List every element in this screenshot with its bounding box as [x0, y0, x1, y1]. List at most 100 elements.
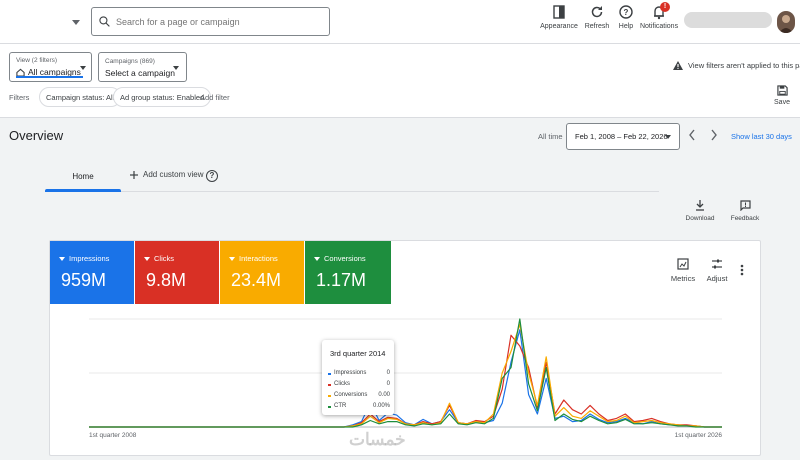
- page-title: Overview: [9, 128, 64, 143]
- avatar[interactable]: [777, 11, 795, 33]
- save-label: Save: [774, 99, 790, 106]
- tab-home[interactable]: Home: [72, 172, 94, 181]
- home-icon: [16, 68, 25, 77]
- appearance-button[interactable]: Appearance: [540, 4, 578, 40]
- search-box[interactable]: [91, 7, 330, 36]
- tooltip-row-value: 0.00%: [372, 403, 390, 409]
- series-line-conversions: [89, 318, 722, 428]
- metric-interactions-label-wrap: Interactions: [229, 254, 278, 263]
- search-input[interactable]: [116, 16, 316, 27]
- view-select[interactable]: View (2 filters) All campaigns: [9, 52, 92, 82]
- watermark: خمسات: [349, 430, 406, 449]
- help-label: Help: [618, 23, 634, 30]
- metric-interactions[interactable]: Interactions 23.4M: [220, 241, 304, 304]
- refresh-icon: [589, 4, 605, 20]
- chevron-down-icon: [80, 66, 86, 70]
- add-custom-view-button[interactable]: Add custom view: [130, 170, 203, 179]
- notifications-button[interactable]: Notifications: [640, 4, 678, 40]
- tooltip-row-name: CTR: [334, 403, 347, 409]
- account-switcher[interactable]: [8, 12, 80, 32]
- view-select-sublabel: View (2 filters): [16, 57, 58, 64]
- chart-add-icon: [677, 258, 689, 270]
- chevron-right-icon: [711, 129, 717, 141]
- chevron-down-icon: [665, 135, 671, 139]
- campaign-select-sublabel: Campaigns (869): [105, 58, 155, 65]
- legend-swatch: [328, 384, 331, 386]
- notifications-label: Notifications: [639, 23, 679, 30]
- metric-impressions-value: 959M: [61, 270, 107, 290]
- tooltip-row-name: Conversions: [334, 392, 368, 398]
- x-axis-start-label: 1st quarter 2008: [89, 432, 137, 439]
- tooltip-row-impressions: Impressions 0: [328, 370, 390, 378]
- metric-conversions-label: Conversions: [324, 254, 366, 263]
- feedback-button[interactable]: Feedback: [728, 200, 762, 222]
- metrics-label: Metrics: [670, 274, 696, 283]
- help-button[interactable]: ? Help: [614, 4, 638, 40]
- prev-period-button[interactable]: [688, 129, 696, 141]
- chart-tooltip: 3rd quarter 2014 Impressions 0 Clicks 0 …: [322, 340, 394, 415]
- refresh-label: Refresh: [584, 23, 610, 30]
- chart-grid: [89, 318, 722, 428]
- notification-badge: !: [660, 2, 670, 12]
- help-icon[interactable]: ?: [206, 170, 218, 182]
- next-period-button[interactable]: [710, 129, 718, 141]
- add-custom-view-label: Add custom view: [143, 170, 204, 179]
- metric-impressions[interactable]: Impressions 959M: [50, 241, 134, 304]
- chart-series-group: [89, 318, 722, 428]
- more-vert-icon[interactable]: [740, 264, 744, 276]
- appearance-label: Appearance: [540, 23, 578, 30]
- adjust-button[interactable]: Adjust: [703, 258, 731, 283]
- tabs-divider: [45, 191, 659, 192]
- view-select-value-wrap: All campaigns: [16, 67, 81, 77]
- show-last-30-days-link[interactable]: Show last 30 days: [731, 132, 792, 141]
- metric-interactions-label: Interactions: [239, 254, 278, 263]
- tab-home-indicator: [45, 189, 121, 192]
- date-range-picker[interactable]: Feb 1, 2008 – Feb 22, 2026: [566, 123, 680, 150]
- metrics-button[interactable]: Metrics: [669, 258, 697, 283]
- filter-chip-campaign-status[interactable]: Campaign status: All: [39, 87, 122, 107]
- filter-warning: View filters aren't applied to this page: [673, 61, 800, 70]
- tooltip-row-clicks: Clicks 0: [328, 381, 390, 389]
- metric-clicks[interactable]: Clicks 9.8M: [135, 241, 219, 304]
- legend-swatch: [328, 406, 331, 408]
- tooltip-row-value: 0.00: [378, 392, 390, 398]
- chevron-left-icon: [689, 129, 695, 141]
- sliders-icon: [711, 258, 723, 270]
- metric-conversions-value: 1.17M: [316, 270, 367, 290]
- feedback-icon: [739, 200, 751, 211]
- save-button[interactable]: Save: [772, 85, 792, 106]
- refresh-button[interactable]: Refresh: [583, 4, 611, 40]
- plus-icon: [130, 170, 138, 179]
- warning-icon: [673, 61, 683, 70]
- tooltip-row-value: 0: [386, 381, 390, 387]
- tooltip-title: 3rd quarter 2014: [330, 349, 386, 358]
- date-range-value: Feb 1, 2008 – Feb 22, 2026: [575, 132, 668, 141]
- view-select-underline: [16, 76, 83, 78]
- performance-line-chart: 1st quarter 2008 1st quarter 2026: [89, 318, 722, 439]
- metric-conversions-label-wrap: Conversions: [314, 254, 366, 263]
- caret-down-icon: [144, 256, 150, 261]
- campaign-select[interactable]: Campaigns (869) Select a campaign: [98, 52, 187, 82]
- metric-clicks-label-wrap: Clicks: [144, 254, 174, 263]
- download-button[interactable]: Download: [684, 200, 716, 222]
- metric-clicks-value: 9.8M: [146, 270, 187, 290]
- add-filter-button[interactable]: Add filter: [200, 93, 230, 102]
- filter-chip-ad-group-status[interactable]: Ad group status: Enabled: [113, 87, 212, 107]
- download-icon: [695, 200, 705, 211]
- metric-impressions-label-wrap: Impressions: [59, 254, 109, 263]
- metric-impressions-label: Impressions: [69, 254, 110, 263]
- account-name-blurred[interactable]: [684, 12, 772, 28]
- search-icon: [98, 15, 111, 28]
- all-time-label: All time: [538, 132, 563, 141]
- appearance-icon: [551, 4, 567, 20]
- adjust-label: Adjust: [706, 274, 728, 283]
- caret-down-icon: [59, 256, 65, 261]
- chevron-down-icon: [72, 19, 80, 25]
- metric-interactions-value: 23.4M: [231, 270, 282, 290]
- metric-conversions[interactable]: Conversions 1.17M: [305, 241, 391, 304]
- caret-down-icon: [314, 256, 320, 261]
- tooltip-row-ctr: CTR 0.00%: [328, 403, 390, 411]
- filter-warning-text: View filters aren't applied to this page: [688, 61, 800, 70]
- campaign-select-value: Select a campaign: [105, 68, 175, 78]
- feedback-label: Feedback: [730, 215, 760, 222]
